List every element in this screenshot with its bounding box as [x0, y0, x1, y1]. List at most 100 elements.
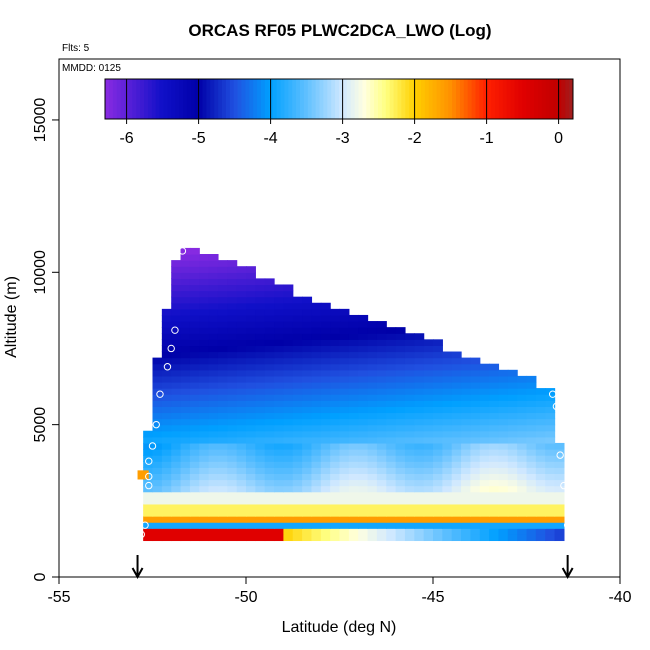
heat-cell	[171, 479, 182, 487]
heat-cell	[320, 528, 331, 535]
heat-cell	[442, 351, 453, 359]
heat-cell	[161, 418, 172, 426]
heat-cell	[376, 479, 387, 487]
heat-cell	[283, 442, 294, 450]
heat-cell	[255, 308, 266, 316]
heat-cell	[283, 485, 294, 493]
heat-cell	[386, 345, 397, 353]
heat-cell	[217, 363, 228, 371]
heat-cell	[339, 394, 350, 401]
heat-cell	[395, 479, 406, 487]
heat-cell	[461, 455, 471, 462]
heat-cell	[264, 388, 275, 395]
heat-cell	[171, 272, 182, 279]
heat-cell	[311, 479, 322, 487]
heat-cell	[246, 424, 256, 432]
heat-cell	[152, 442, 163, 450]
heat-cell	[311, 345, 322, 353]
heat-cell	[498, 479, 509, 487]
colorbar-segment	[498, 79, 504, 119]
heat-cell	[404, 381, 415, 389]
heat-cell	[554, 528, 565, 535]
heat-cell	[526, 418, 537, 426]
heat-cell	[161, 442, 172, 450]
heat-cell	[489, 455, 500, 462]
heat-cell	[217, 479, 228, 487]
heat-cell	[330, 412, 341, 420]
heat-cell	[348, 528, 359, 535]
heat-cell	[274, 467, 284, 474]
heat-cell	[302, 418, 313, 426]
heat-cell	[367, 339, 378, 347]
heat-cell	[517, 516, 528, 523]
heat-cell	[171, 424, 182, 432]
heat-cell	[199, 497, 210, 505]
heat-cell	[189, 430, 200, 438]
heat-cell	[339, 388, 350, 395]
heat-cell	[517, 522, 528, 529]
heat-cell	[330, 394, 341, 401]
heat-cell	[517, 412, 528, 420]
heat-cell	[376, 351, 387, 359]
heat-cell	[274, 314, 284, 322]
heat-cell	[545, 479, 556, 487]
heat-cell	[348, 339, 359, 347]
heat-cell	[302, 302, 313, 310]
heat-cell	[227, 308, 238, 316]
heat-cell	[386, 467, 397, 474]
heat-cell	[423, 455, 434, 462]
heat-cell	[246, 339, 256, 347]
colorbar-segment	[495, 79, 500, 119]
heat-cell	[479, 509, 490, 517]
heat-cell	[404, 516, 415, 523]
heat-cell	[283, 461, 294, 468]
heat-cell	[517, 534, 528, 542]
colorbar-segment	[128, 79, 133, 119]
heat-cell	[535, 388, 546, 395]
heat-cell	[376, 485, 387, 493]
heat-cell	[423, 534, 434, 542]
heat-cell	[320, 333, 331, 340]
colorbar-segment	[311, 79, 317, 119]
heat-cell	[433, 418, 443, 426]
heat-cell	[246, 528, 256, 535]
heat-cell	[199, 254, 210, 261]
heat-cell	[358, 351, 369, 359]
heat-cell	[311, 369, 322, 377]
heat-cell	[330, 522, 341, 529]
heat-cell	[264, 479, 275, 487]
heat-cell	[320, 308, 331, 316]
heat-cell	[423, 449, 434, 456]
heat-cell	[442, 357, 453, 365]
colorbar-segment	[241, 79, 246, 119]
heat-cell	[264, 363, 275, 371]
heat-cell	[199, 491, 210, 499]
heat-cell	[433, 369, 443, 377]
heat-cell	[451, 400, 462, 407]
heat-cell	[236, 314, 247, 322]
heat-cell	[255, 528, 266, 535]
heat-cell	[461, 412, 471, 420]
heat-cell	[517, 455, 528, 462]
heat-cell	[180, 406, 191, 414]
heat-cell	[227, 509, 238, 517]
colorbar-segment	[444, 79, 449, 119]
heat-cell	[358, 436, 369, 444]
heat-cell	[255, 497, 266, 505]
heat-cell	[292, 381, 303, 389]
heat-cell	[199, 528, 210, 535]
heat-cell	[236, 442, 247, 450]
heat-cell	[292, 308, 303, 316]
heat-cell	[208, 308, 219, 316]
heat-cell	[311, 473, 322, 481]
heat-cell	[320, 491, 331, 499]
heat-cell	[386, 473, 397, 481]
profile-point	[148, 442, 157, 450]
heat-cell	[274, 333, 284, 340]
heat-cell	[330, 314, 341, 322]
heat-cell	[339, 333, 350, 340]
heat-cell	[208, 455, 219, 462]
heat-cell	[414, 534, 425, 542]
colorbar-segment	[424, 79, 430, 119]
heat-cell	[526, 461, 537, 468]
